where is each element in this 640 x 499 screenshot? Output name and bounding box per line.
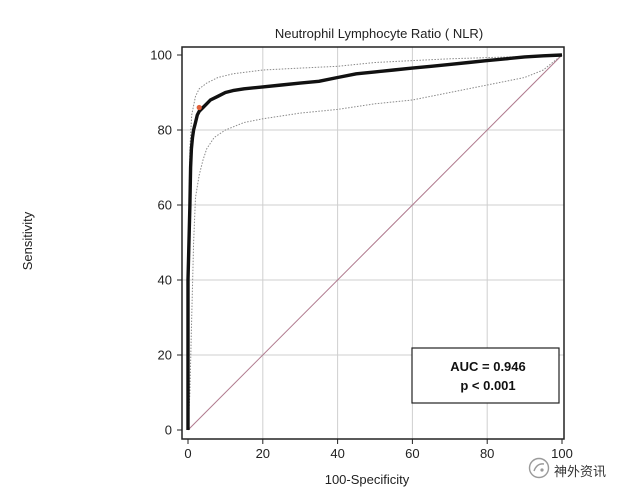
x-axis-label: 100-Specificity bbox=[325, 472, 410, 487]
x-tick-label-100: 100 bbox=[551, 446, 573, 461]
series-line-reference bbox=[187, 54, 563, 431]
plot-frame bbox=[181, 46, 565, 440]
x-tick-label-80: 80 bbox=[480, 446, 494, 461]
x-tick-label-0: 0 bbox=[184, 446, 191, 461]
y-tick-label-40: 40 bbox=[158, 273, 172, 288]
watermark: 神外资讯 bbox=[528, 457, 638, 484]
watermark-text: 神外资讯 bbox=[554, 464, 607, 480]
auc-value-label: AUC = 0.946 bbox=[450, 359, 526, 374]
auc-box: AUC = 0.946 p < 0.001 bbox=[411, 347, 560, 404]
y-tick-label-60: 60 bbox=[158, 198, 172, 213]
chart-title: Neutrophil Lymphocyte Ratio ( NLR) bbox=[275, 26, 483, 41]
y-tick-label-20: 20 bbox=[158, 348, 172, 363]
y-tick-label-100: 100 bbox=[150, 48, 172, 63]
series-line-ci-upper bbox=[187, 54, 563, 431]
x-tick-label-40: 40 bbox=[330, 446, 344, 461]
roc-series bbox=[186, 53, 563, 431]
axis-ticks: 0 20 40 60 80 100 0 20 40 60 80 100 bbox=[150, 48, 573, 462]
wechat-official-account-icon bbox=[528, 457, 550, 484]
grid-lines bbox=[182, 47, 564, 439]
operating-point-marker bbox=[196, 104, 202, 111]
y-tick-label-80: 80 bbox=[158, 123, 172, 138]
x-tick-label-60: 60 bbox=[405, 446, 419, 461]
x-tick-label-20: 20 bbox=[256, 446, 270, 461]
y-axis-label: Sensitivity bbox=[20, 211, 35, 270]
series-line-roc bbox=[186, 53, 563, 430]
y-tick-label-0: 0 bbox=[165, 423, 172, 438]
p-value-label: p < 0.001 bbox=[460, 378, 515, 393]
